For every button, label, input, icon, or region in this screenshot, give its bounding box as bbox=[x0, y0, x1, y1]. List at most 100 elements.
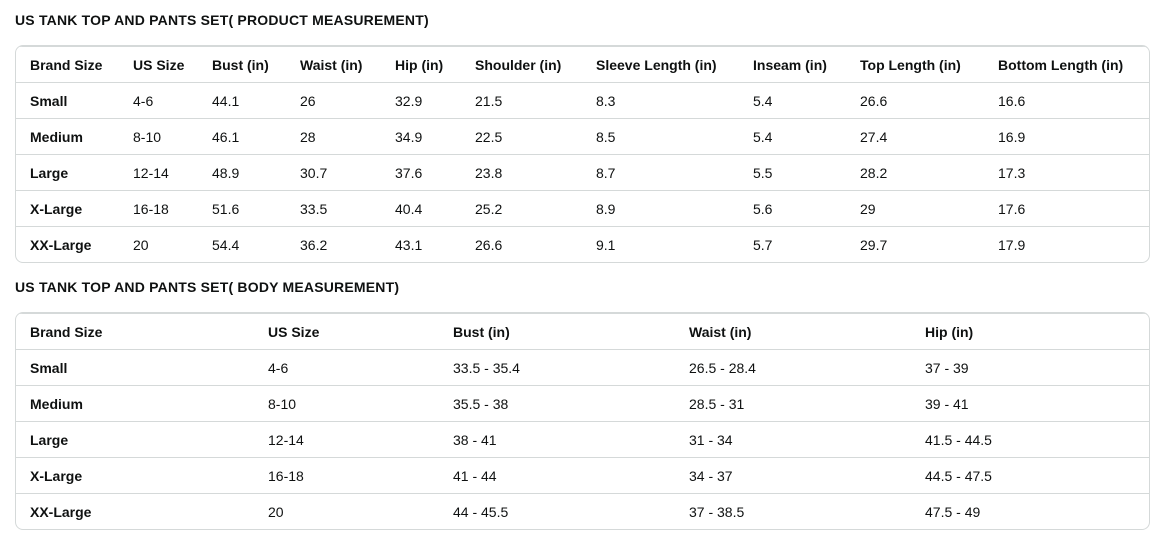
table-cell: 17.3 bbox=[984, 154, 1149, 191]
table-cell: 5.4 bbox=[739, 82, 846, 119]
table-cell: 5.6 bbox=[739, 190, 846, 227]
table-cell: 38 - 41 bbox=[439, 421, 675, 458]
table-cell: 5.7 bbox=[739, 226, 846, 262]
table: Brand Size US Size Bust (in) Waist (in) Hip … bbox=[16, 313, 1149, 529]
table-row: Small 4-6 44.1 26 32.9 21.5 8.3 5.4 26.6 16.6 bbox=[16, 82, 1149, 119]
table-cell: 36.2 bbox=[286, 226, 381, 262]
size-cell: Small bbox=[16, 82, 119, 119]
table-cell: 34.9 bbox=[381, 118, 461, 155]
table-cell: 30.7 bbox=[286, 154, 381, 191]
table-cell: 26.6 bbox=[461, 226, 582, 262]
table-cell: 28.2 bbox=[846, 154, 984, 191]
header-cell: Brand Size bbox=[16, 313, 254, 350]
table-cell: 41.5 - 44.5 bbox=[911, 421, 1149, 458]
table-cell: 33.5 - 35.4 bbox=[439, 349, 675, 386]
table-cell: 12-14 bbox=[254, 421, 439, 458]
table-title: US TANK TOP AND PANTS SET( PRODUCT MEASU… bbox=[15, 12, 429, 28]
header-cell: Hip (in) bbox=[911, 313, 1149, 350]
table-cell: 35.5 - 38 bbox=[439, 385, 675, 422]
table-cell: 16.6 bbox=[984, 82, 1149, 119]
table-cell: 29 bbox=[846, 190, 984, 227]
table-cell: 51.6 bbox=[198, 190, 286, 227]
table-cell: 43.1 bbox=[381, 226, 461, 262]
table-row: Medium 8-10 46.1 28 34.9 22.5 8.5 5.4 27.4 16.9 bbox=[16, 118, 1149, 155]
header-cell: Bottom Length (in) bbox=[984, 46, 1149, 83]
header-cell: US Size bbox=[119, 46, 198, 83]
header-cell: Waist (in) bbox=[675, 313, 911, 350]
header-cell: Brand Size bbox=[16, 46, 119, 83]
size-cell: Medium bbox=[16, 118, 119, 155]
table-cell: 29.7 bbox=[846, 226, 984, 262]
header-cell: Inseam (in) bbox=[739, 46, 846, 83]
size-cell: Large bbox=[16, 154, 119, 191]
table-cell: 32.9 bbox=[381, 82, 461, 119]
table-container: Brand Size US Size Bust (in) Waist (in) Hip … bbox=[15, 45, 1150, 263]
table-cell: 4-6 bbox=[119, 82, 198, 119]
table-cell: 8-10 bbox=[119, 118, 198, 155]
table-container: Brand Size US Size Bust (in) Waist (in) Hip … bbox=[15, 312, 1150, 530]
table-cell: 17.6 bbox=[984, 190, 1149, 227]
header-cell: Sleeve Length (in) bbox=[582, 46, 739, 83]
header-cell: US Size bbox=[254, 313, 439, 350]
table-cell: 26.6 bbox=[846, 82, 984, 119]
table-cell: 33.5 bbox=[286, 190, 381, 227]
table-cell: 16-18 bbox=[119, 190, 198, 227]
table-row: Large 12-14 48.9 30.7 37.6 23.8 8.7 5.5 28.2 17.3 bbox=[16, 154, 1149, 191]
table-cell: 54.4 bbox=[198, 226, 286, 262]
table-cell: 26.5 - 28.4 bbox=[675, 349, 911, 386]
table-row: XX-Large 20 54.4 36.2 43.1 26.6 9.1 5.7 29.7 17.9 bbox=[16, 226, 1149, 262]
size-cell: Large bbox=[16, 421, 254, 458]
table-cell: 44.5 - 47.5 bbox=[911, 457, 1149, 494]
table-cell: 20 bbox=[254, 493, 439, 529]
size-cell: X-Large bbox=[16, 457, 254, 494]
table-cell: 48.9 bbox=[198, 154, 286, 191]
table-cell: 44 - 45.5 bbox=[439, 493, 675, 529]
table-cell: 16.9 bbox=[984, 118, 1149, 155]
table-row: Large 12-14 38 - 41 31 - 34 41.5 - 44.5 bbox=[16, 421, 1149, 458]
table-cell: 8.9 bbox=[582, 190, 739, 227]
header-cell: Hip (in) bbox=[381, 46, 461, 83]
table-cell: 28 bbox=[286, 118, 381, 155]
table-cell: 37 - 38.5 bbox=[675, 493, 911, 529]
table-cell: 22.5 bbox=[461, 118, 582, 155]
table-cell: 20 bbox=[119, 226, 198, 262]
table-cell: 26 bbox=[286, 82, 381, 119]
table-row: Medium 8-10 35.5 - 38 28.5 - 31 39 - 41 bbox=[16, 385, 1149, 422]
table-cell: 31 - 34 bbox=[675, 421, 911, 458]
header-cell: Top Length (in) bbox=[846, 46, 984, 83]
table-cell: 23.8 bbox=[461, 154, 582, 191]
header-cell: Waist (in) bbox=[286, 46, 381, 83]
table-cell: 28.5 - 31 bbox=[675, 385, 911, 422]
table-cell: 5.4 bbox=[739, 118, 846, 155]
table-cell: 34 - 37 bbox=[675, 457, 911, 494]
header-row: Brand Size US Size Bust (in) Waist (in) Hip … bbox=[16, 313, 1149, 350]
table-row: X-Large 16-18 41 - 44 34 - 37 44.5 - 47.5 bbox=[16, 457, 1149, 494]
table-cell: 37 - 39 bbox=[911, 349, 1149, 386]
table-cell: 44.1 bbox=[198, 82, 286, 119]
table-cell: 4-6 bbox=[254, 349, 439, 386]
table-cell: 27.4 bbox=[846, 118, 984, 155]
table-cell: 46.1 bbox=[198, 118, 286, 155]
table-cell: 5.5 bbox=[739, 154, 846, 191]
table-cell: 25.2 bbox=[461, 190, 582, 227]
table-row: XX-Large 20 44 - 45.5 37 - 38.5 47.5 - 49 bbox=[16, 493, 1149, 529]
table-cell: 17.9 bbox=[984, 226, 1149, 262]
size-cell: Small bbox=[16, 349, 254, 386]
table-cell: 41 - 44 bbox=[439, 457, 675, 494]
header-cell: Bust (in) bbox=[198, 46, 286, 83]
size-cell: XX-Large bbox=[16, 226, 119, 262]
table-cell: 21.5 bbox=[461, 82, 582, 119]
table-cell: 16-18 bbox=[254, 457, 439, 494]
table-row: X-Large 16-18 51.6 33.5 40.4 25.2 8.9 5.6 29 17.6 bbox=[16, 190, 1149, 227]
table-cell: 8.5 bbox=[582, 118, 739, 155]
header-cell: Shoulder (in) bbox=[461, 46, 582, 83]
size-cell: X-Large bbox=[16, 190, 119, 227]
size-cell: XX-Large bbox=[16, 493, 254, 529]
table-cell: 39 - 41 bbox=[911, 385, 1149, 422]
table-cell: 47.5 - 49 bbox=[911, 493, 1149, 529]
table-cell: 40.4 bbox=[381, 190, 461, 227]
table: Brand Size US Size Bust (in) Waist (in) Hip … bbox=[16, 46, 1149, 262]
table-cell: 8.7 bbox=[582, 154, 739, 191]
table-cell: 9.1 bbox=[582, 226, 739, 262]
